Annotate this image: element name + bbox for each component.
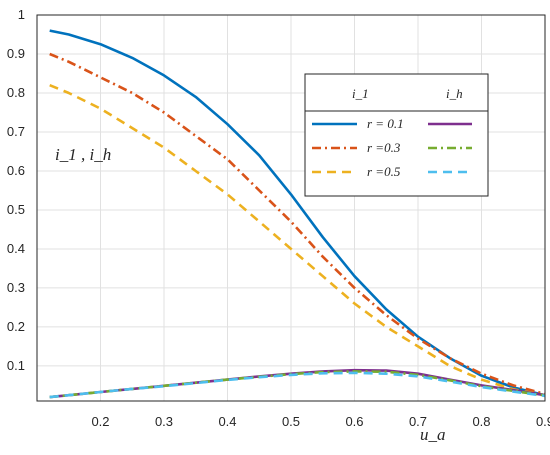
- y-tick-label: 0.2: [7, 319, 25, 334]
- x-tick-label: 0.2: [91, 414, 109, 429]
- legend-header-i1: i_1: [352, 86, 369, 101]
- y-tick-label: 0.4: [7, 241, 25, 256]
- series-line-3: [49, 83, 546, 397]
- x-tick-label: 0.8: [472, 414, 490, 429]
- x-tick-label: 0.3: [155, 414, 173, 429]
- series-line-6: [49, 371, 546, 399]
- y-tick-label: 0.8: [7, 85, 25, 100]
- x-tick-label: 0.6: [345, 414, 363, 429]
- x-tick-label: 0.9: [536, 414, 550, 429]
- grid: [37, 14, 546, 401]
- legend-rows: r = 0.1 r =0.3 r =0.5: [312, 116, 472, 179]
- y-tick-label: 0.3: [7, 280, 25, 295]
- legend-label: r = 0.1: [367, 116, 404, 131]
- y-axis-label: i_1 , i_h: [55, 145, 111, 164]
- y-tick-label: 0.6: [7, 163, 25, 178]
- series-line-2: [49, 52, 546, 396]
- x-tick-label: 0.7: [409, 414, 427, 429]
- legend: i_1 i_h r = 0.1 r =0.3 r =0.5: [304, 73, 489, 197]
- legend-label: r =0.5: [367, 164, 401, 179]
- legend-box: [304, 73, 489, 197]
- plot-frame: [36, 14, 546, 402]
- x-tick-label: 0.5: [282, 414, 300, 429]
- y-tick-label: 0.1: [7, 358, 25, 373]
- y-tick-label: 0.5: [7, 202, 25, 217]
- legend-header-ih: i_h: [446, 86, 463, 101]
- tick-labels: 0.2 0.3 0.4 0.5 0.6 0.7 0.8 0.9 0.1 0.2 0.3 0.4 0.5 0…: [7, 7, 550, 429]
- series-lines: [49, 29, 546, 399]
- legend-label: r =0.3: [367, 140, 401, 155]
- y-tick-label: 1: [18, 7, 25, 22]
- x-axis-label: u_a: [420, 425, 446, 444]
- x-tick-label: 0.4: [218, 414, 236, 429]
- y-tick-label: 0.7: [7, 124, 25, 139]
- y-tick-label: 0.9: [7, 46, 25, 61]
